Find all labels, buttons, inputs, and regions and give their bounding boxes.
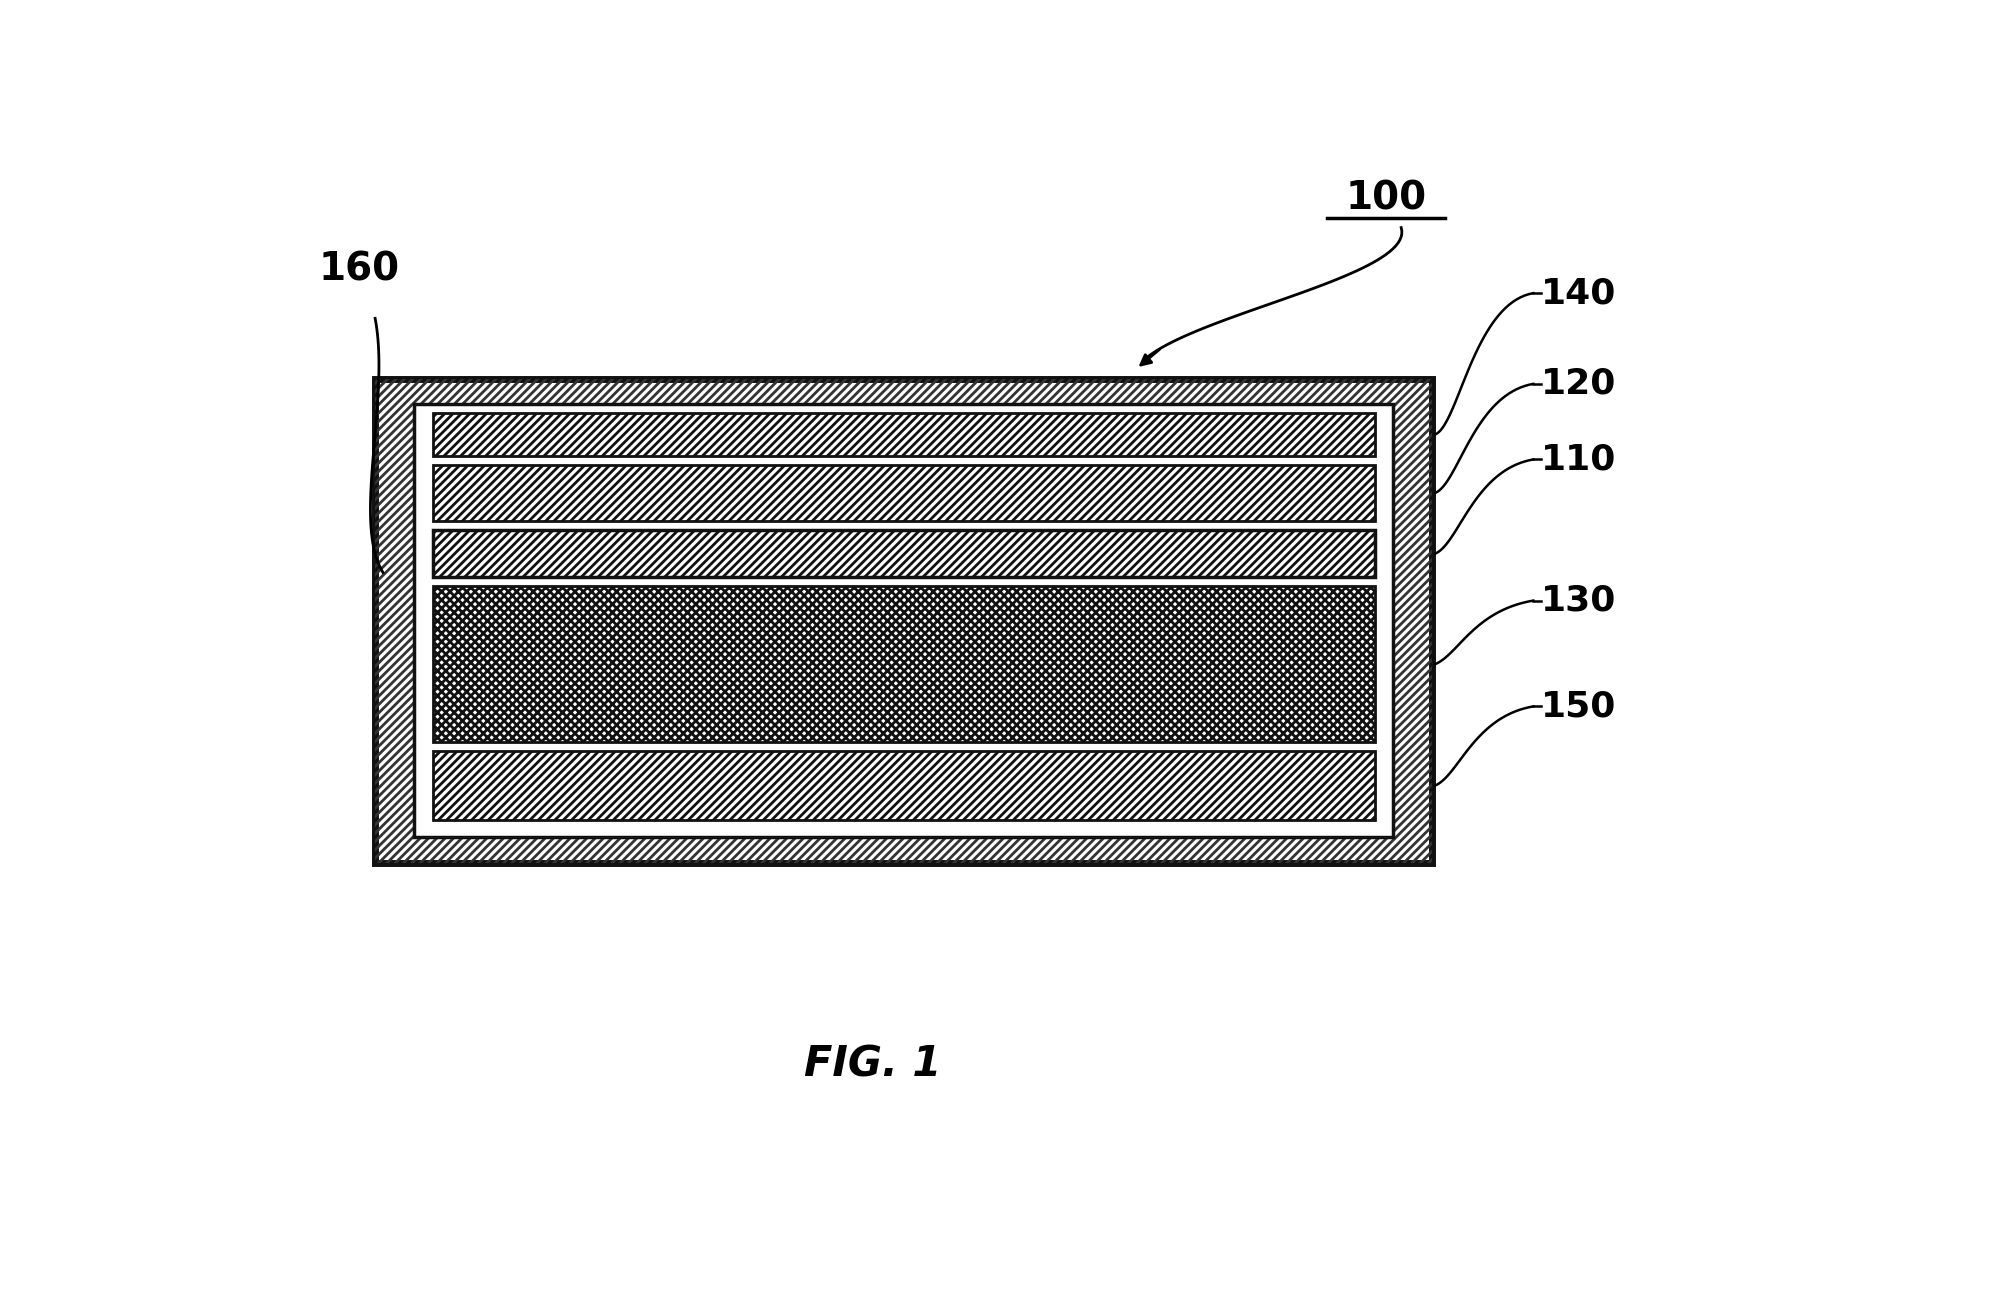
Bar	[375, 378, 1432, 863]
Bar	[433, 586, 1373, 742]
Bar	[433, 530, 1373, 577]
Text: 120: 120	[1540, 367, 1616, 401]
Bar	[413, 404, 1393, 838]
Text: 110: 110	[1540, 442, 1616, 476]
Bar	[433, 412, 1373, 456]
Bar	[433, 751, 1373, 821]
Text: FIG. 1: FIG. 1	[804, 1043, 940, 1085]
Text: 150: 150	[1540, 690, 1616, 724]
Bar	[433, 530, 1373, 577]
Bar	[433, 412, 1373, 456]
Text: 140: 140	[1540, 276, 1616, 310]
Bar	[375, 378, 1432, 863]
Text: 130: 130	[1540, 584, 1616, 618]
Text: 100: 100	[1345, 179, 1426, 217]
Bar	[433, 586, 1373, 742]
Text: 160: 160	[319, 250, 399, 288]
Bar	[433, 465, 1373, 521]
Bar	[433, 751, 1373, 821]
Bar	[433, 465, 1373, 521]
